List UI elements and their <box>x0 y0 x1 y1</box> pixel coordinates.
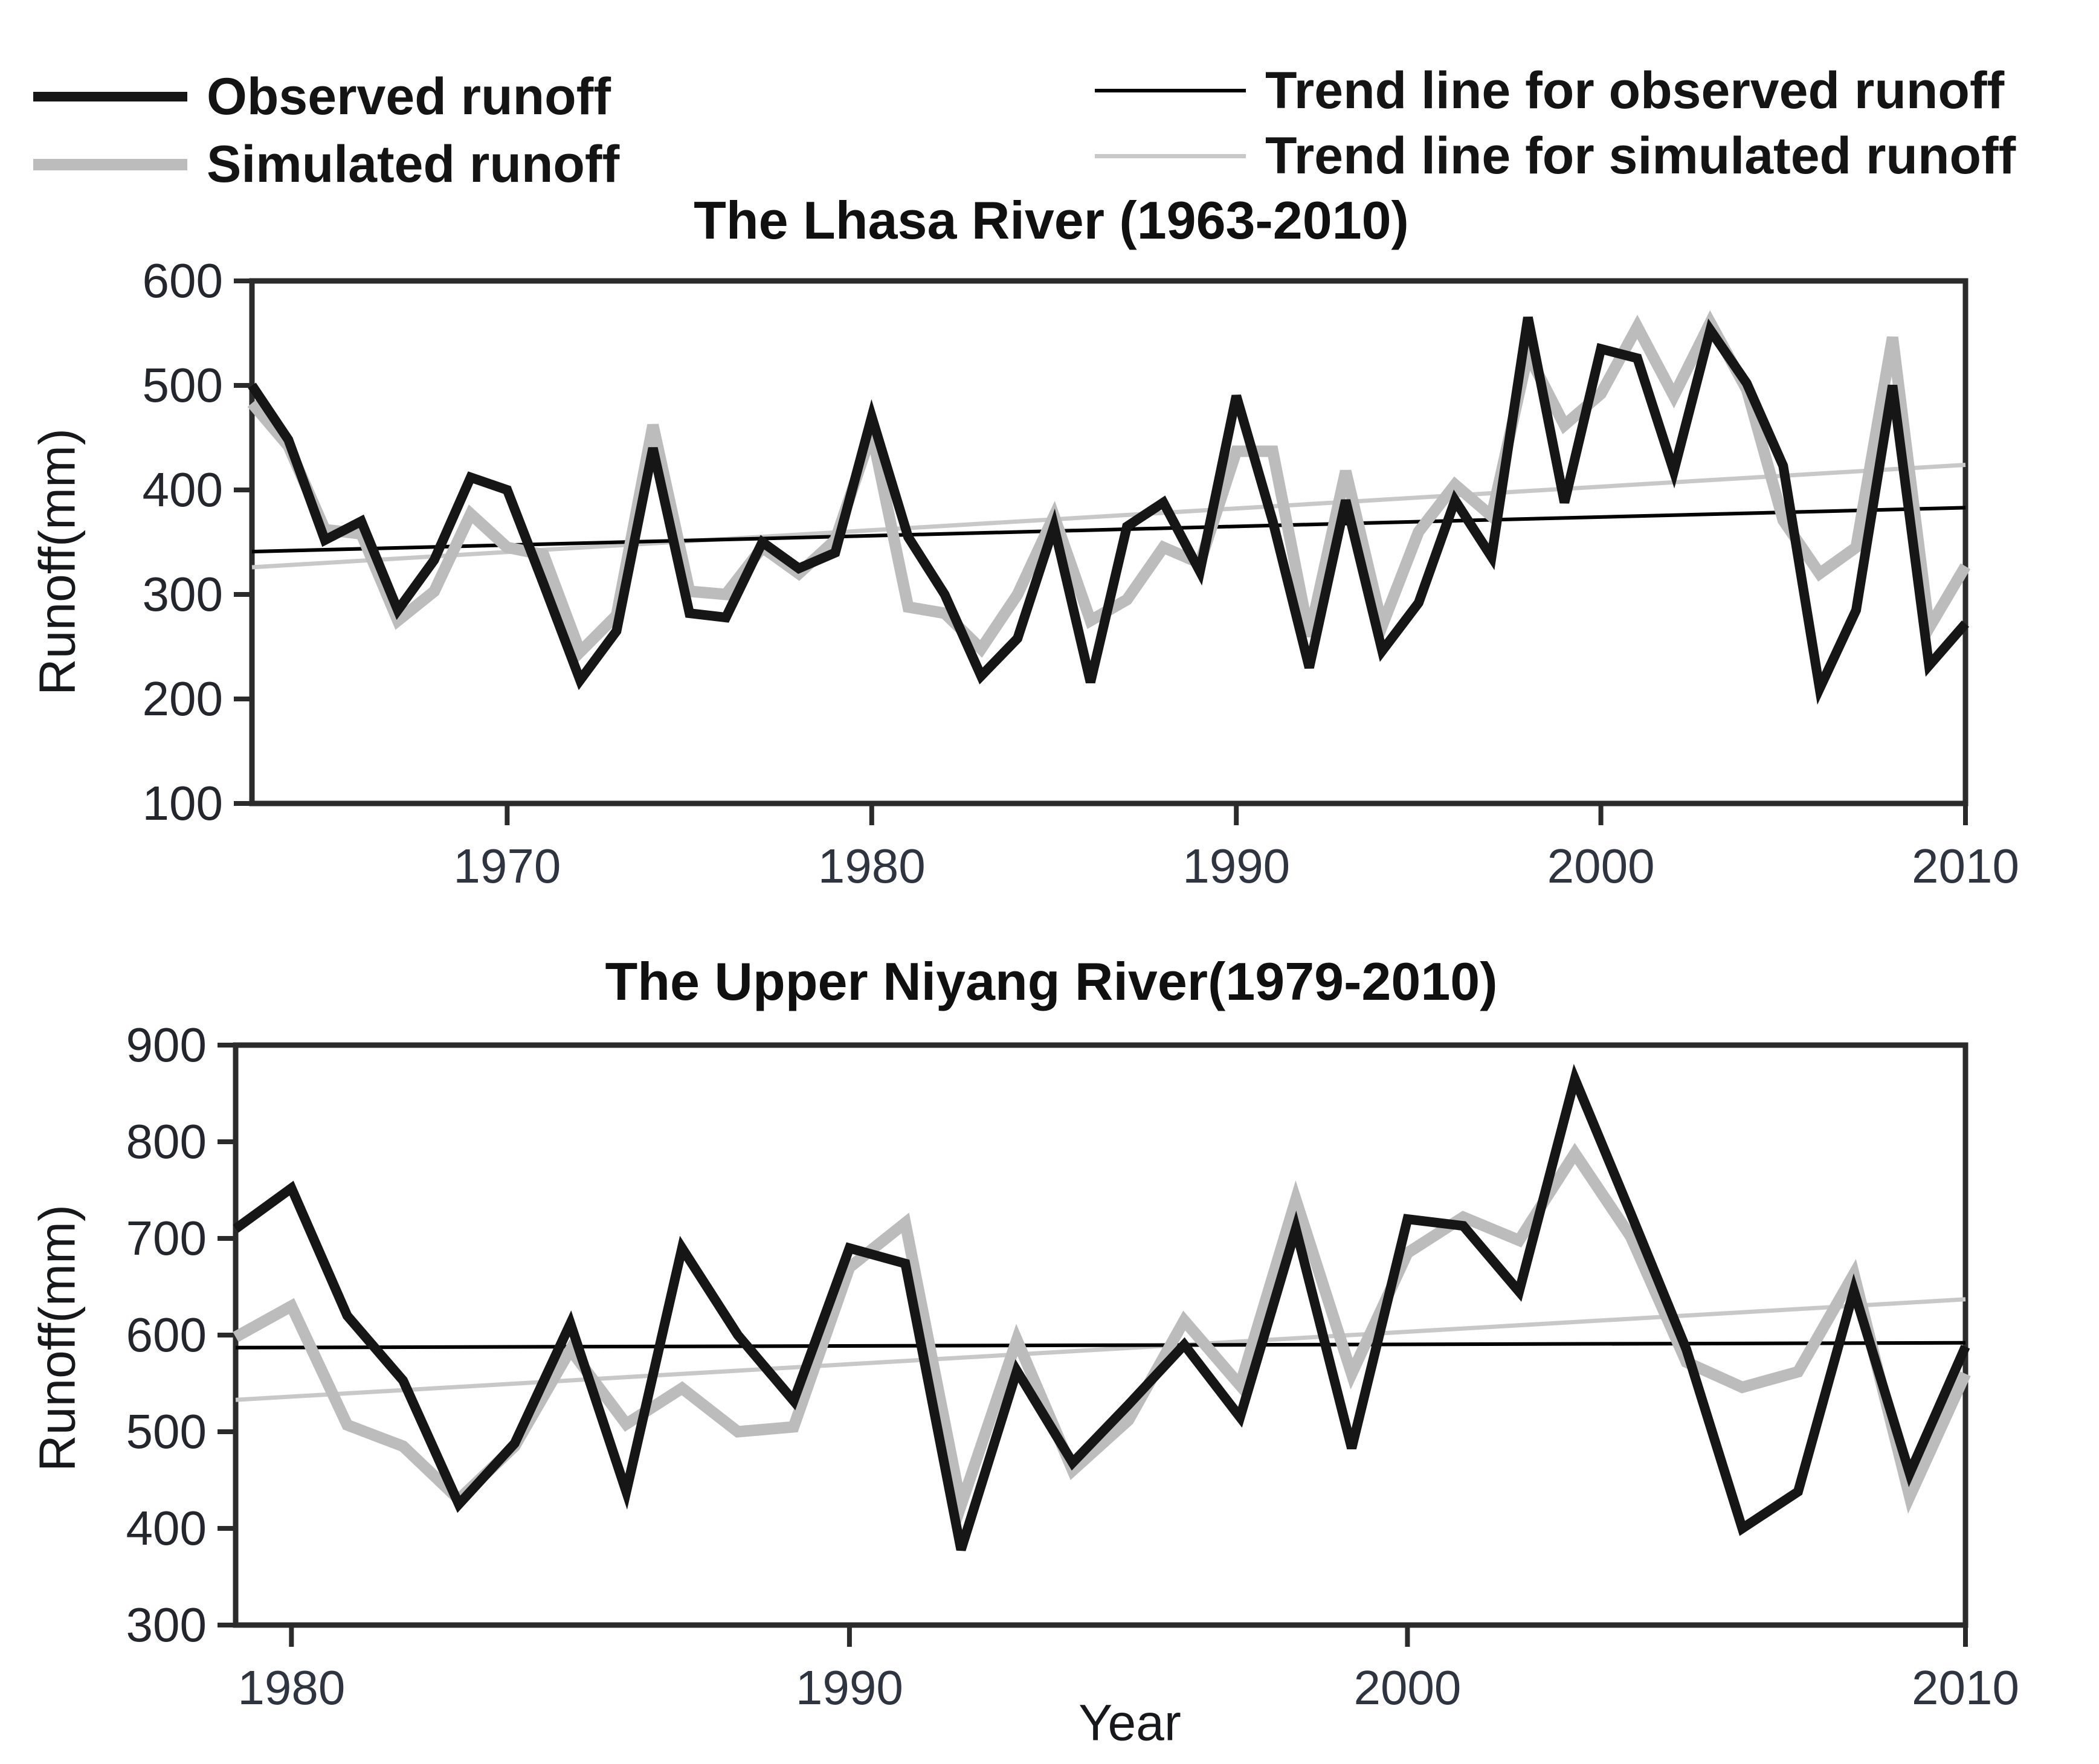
y-tick-label: 300 <box>142 567 223 621</box>
chart2-title: The Upper Niyang River(1979-2010) <box>605 951 1498 1011</box>
observed-series-line <box>233 1064 1970 1551</box>
y-tick-label: 200 <box>142 672 223 726</box>
chart1-title: The Lhasa River (1963-2010) <box>694 190 1409 250</box>
simulated-series-line <box>233 1142 1971 1528</box>
legend-item-label: Observed runoff <box>207 68 611 126</box>
x-tick-label: 1980 <box>817 839 926 893</box>
plot-box <box>233 1042 1968 1628</box>
chart2-y-axis-label: Runoff(mm) <box>28 1205 86 1472</box>
x-tick-label: 2000 <box>1547 839 1655 893</box>
legend-item-label: Simulated runoff <box>207 135 620 193</box>
observed-series-line <box>248 316 1970 705</box>
trend_simulated-trendline <box>235 1297 1966 1402</box>
legend-item-trend-simulated: Trend line for simulated runoff <box>1095 123 2016 189</box>
trend-observed-line-swatch <box>1095 89 1246 92</box>
y-tick-label: 700 <box>126 1211 207 1265</box>
x-tick-label: 1990 <box>1182 839 1291 893</box>
simulated-line-swatch <box>33 158 187 170</box>
legend-item-label: Trend line for simulated runoff <box>1265 127 2016 185</box>
y-tick-label: 600 <box>126 1308 207 1362</box>
trend-simulated-line-swatch <box>1095 153 1246 158</box>
y-tick-label: 300 <box>126 1598 207 1652</box>
legend-item-simulated: Simulated runoff <box>33 131 619 198</box>
y-tick-label: 400 <box>142 463 223 517</box>
legend-item-observed: Observed runoff <box>33 63 611 130</box>
observed-line-swatch <box>33 92 187 101</box>
trend_observed-trendline <box>235 1341 1966 1350</box>
x-axis-label-year: Year <box>1079 1694 1181 1751</box>
y-tick-label: 500 <box>142 358 223 412</box>
y-tick-label: 500 <box>126 1405 207 1458</box>
y-tick-label: 900 <box>126 1018 207 1072</box>
y-tick-label: 400 <box>126 1501 207 1555</box>
y-tick-label: 800 <box>126 1115 207 1168</box>
chart1-y-axis-label: Runoff(mm) <box>28 428 86 695</box>
x-tick-label: 2010 <box>1912 839 2019 893</box>
legend-item-label: Trend line for observed runoff <box>1265 62 2005 120</box>
x-tick-label: 2000 <box>1353 1661 1462 1714</box>
legend-item-trend-observed: Trend line for observed runoff <box>1095 57 2004 124</box>
x-tick-label: 1970 <box>453 839 561 893</box>
trend_observed-trendline <box>251 506 1966 554</box>
x-tick-label: 2010 <box>1912 1661 2019 1714</box>
x-tick-label: 1980 <box>237 1661 346 1714</box>
y-tick-label: 100 <box>142 776 223 830</box>
plot-box <box>249 278 1968 806</box>
x-tick-label: 1990 <box>795 1661 903 1714</box>
y-tick-label: 600 <box>142 254 223 307</box>
